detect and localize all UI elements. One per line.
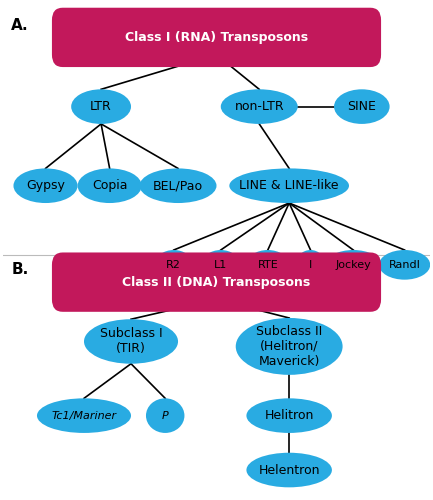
Ellipse shape bbox=[246, 452, 332, 488]
FancyBboxPatch shape bbox=[52, 8, 381, 67]
Text: Subclass II
(Helitron/
Maverick): Subclass II (Helitron/ Maverick) bbox=[256, 325, 322, 368]
Text: Helitron: Helitron bbox=[265, 409, 314, 422]
Ellipse shape bbox=[78, 168, 142, 203]
Text: SINE: SINE bbox=[347, 100, 376, 113]
Ellipse shape bbox=[246, 250, 289, 280]
Ellipse shape bbox=[229, 168, 349, 203]
Ellipse shape bbox=[296, 250, 326, 280]
Text: LINE & LINE-like: LINE & LINE-like bbox=[239, 179, 339, 192]
Ellipse shape bbox=[37, 398, 131, 433]
Text: LTR: LTR bbox=[90, 100, 112, 113]
Text: Copia: Copia bbox=[92, 179, 127, 192]
Ellipse shape bbox=[71, 90, 131, 124]
Ellipse shape bbox=[13, 168, 78, 203]
Ellipse shape bbox=[146, 398, 184, 433]
Ellipse shape bbox=[155, 250, 193, 280]
Text: A.: A. bbox=[11, 18, 29, 32]
Ellipse shape bbox=[236, 318, 343, 375]
Text: BEL/Pao: BEL/Pao bbox=[153, 179, 203, 192]
Text: R2: R2 bbox=[166, 260, 181, 270]
Text: Class I (RNA) Transposons: Class I (RNA) Transposons bbox=[125, 31, 308, 44]
Ellipse shape bbox=[201, 250, 240, 280]
Text: Jockey: Jockey bbox=[336, 260, 371, 270]
Ellipse shape bbox=[379, 250, 430, 280]
Text: Helentron: Helentron bbox=[259, 464, 320, 476]
Text: non-LTR: non-LTR bbox=[234, 100, 284, 113]
Ellipse shape bbox=[334, 90, 390, 124]
Text: Class II (DNA) Transposons: Class II (DNA) Transposons bbox=[123, 276, 310, 288]
Ellipse shape bbox=[139, 168, 216, 203]
Text: RandI: RandI bbox=[389, 260, 420, 270]
Ellipse shape bbox=[84, 319, 178, 364]
Text: B.: B. bbox=[11, 262, 29, 278]
Ellipse shape bbox=[326, 250, 381, 280]
Text: Tc1/Mariner: Tc1/Mariner bbox=[52, 410, 116, 420]
Text: Subclass I
(TIR): Subclass I (TIR) bbox=[100, 328, 162, 355]
Ellipse shape bbox=[246, 398, 332, 433]
Text: P: P bbox=[162, 410, 168, 420]
Text: L1: L1 bbox=[214, 260, 227, 270]
FancyBboxPatch shape bbox=[52, 252, 381, 312]
Ellipse shape bbox=[221, 90, 298, 124]
Text: Gypsy: Gypsy bbox=[26, 179, 65, 192]
Text: RTE: RTE bbox=[257, 260, 278, 270]
Text: I: I bbox=[309, 260, 312, 270]
